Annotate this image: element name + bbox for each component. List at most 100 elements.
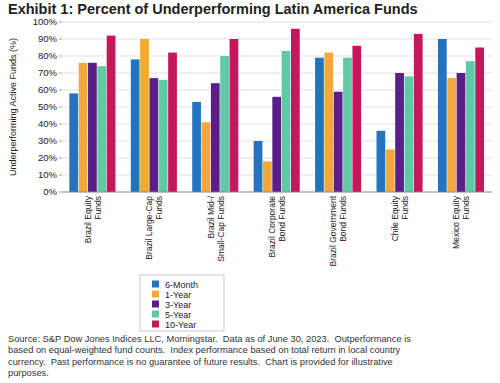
legend-label: 1-Year	[165, 290, 191, 300]
bar	[291, 29, 300, 192]
category-label-line: Brazil Government	[328, 195, 338, 266]
legend-swatch	[152, 321, 159, 328]
category-label-line: Brazil Corporate	[267, 196, 277, 258]
category-label-line: Funds	[461, 196, 471, 220]
bar	[334, 92, 343, 192]
bar	[395, 73, 404, 192]
category-label-line: Brazil Mid-/	[206, 195, 216, 238]
bar	[220, 56, 229, 192]
tick-mark	[59, 192, 62, 193]
source-note: based on equal-weighted fund counts. Ind…	[8, 345, 401, 355]
category-label-line: Mexico Equity	[451, 195, 461, 249]
tick-mark	[59, 73, 62, 74]
tick-label: 90%	[38, 33, 58, 44]
legend-label: 10-Year	[165, 320, 196, 330]
category-label: Brazil EquityFunds	[83, 195, 103, 243]
category-label-line: Bond Funds	[338, 196, 348, 242]
title: Exhibit 1: Percent of Underperforming La…	[8, 1, 418, 17]
y-axis-label: Underperforming Active Funds (%)	[8, 38, 18, 176]
tick-mark	[59, 175, 62, 176]
bar	[97, 66, 106, 192]
category-label-line: Funds	[93, 196, 103, 220]
legend-box	[140, 275, 224, 331]
source-note: currency. Past performance is no guarant…	[8, 357, 393, 367]
bars	[69, 29, 484, 192]
legend-label: 6-Month	[165, 280, 198, 290]
grid-line	[62, 192, 492, 193]
tick-label: 50%	[38, 101, 58, 112]
category-label: Chile EquityFunds	[390, 195, 410, 241]
category-label-line: Brazil Large-Cap	[144, 196, 154, 260]
bar	[282, 51, 291, 192]
bar	[69, 93, 78, 192]
grid-line	[62, 73, 492, 74]
tick-label: 30%	[38, 135, 58, 146]
bar	[405, 76, 414, 192]
category-label: Brazil Mid-/Small-Cap Funds	[206, 195, 226, 261]
bar	[343, 58, 352, 192]
x-axis	[62, 192, 492, 193]
tick-label: 40%	[38, 118, 58, 129]
tick-mark	[59, 158, 62, 159]
bar	[230, 39, 239, 192]
bar	[202, 122, 211, 192]
legend-swatch	[152, 311, 159, 318]
legend-label: 3-Year	[165, 300, 191, 310]
category-label-line: Funds	[154, 196, 164, 220]
tick-label: 20%	[38, 152, 58, 163]
grid-line	[62, 56, 492, 57]
bar	[447, 78, 456, 192]
tick-label: 60%	[38, 84, 58, 95]
grid-line	[62, 39, 492, 40]
tick-mark	[59, 56, 62, 57]
category-label: Brazil Large-CapFunds	[144, 196, 164, 260]
legend-swatch	[152, 291, 159, 298]
bar	[159, 80, 168, 192]
tick-mark	[59, 22, 62, 23]
bar	[149, 78, 158, 192]
category-label: Mexico EquityFunds	[451, 195, 471, 249]
bar	[386, 150, 395, 193]
category-label: Brazil CorporateBond Funds	[267, 196, 287, 258]
category-label-line: Chile Equity	[390, 195, 400, 241]
bar	[211, 83, 220, 192]
bar	[192, 102, 201, 192]
bar	[324, 53, 333, 192]
grid-line	[62, 22, 492, 23]
legend-label: 5-Year	[165, 310, 191, 320]
bar	[352, 46, 361, 192]
category-label-line: Brazil Equity	[83, 195, 93, 243]
tick-label: 0%	[43, 186, 57, 197]
bar	[140, 39, 149, 192]
bar	[457, 73, 466, 192]
bar	[254, 141, 263, 192]
bar	[131, 59, 140, 192]
category-label-line: Bond Funds	[277, 196, 287, 242]
bar	[466, 61, 475, 192]
bar	[438, 39, 447, 192]
bar	[88, 63, 97, 192]
tick-mark	[59, 90, 62, 91]
legend-swatch	[152, 281, 159, 288]
tick-mark	[59, 107, 62, 108]
category-label: Brazil GovernmentBond Funds	[328, 195, 348, 266]
bar	[315, 58, 324, 192]
category-label-line: Funds	[400, 196, 410, 220]
bar	[475, 48, 484, 193]
tick-label: 100%	[33, 16, 58, 27]
source-note: Source: S&P Dow Jones Indices LLC, Morni…	[8, 334, 411, 344]
bar	[377, 131, 386, 192]
tick-mark	[59, 124, 62, 125]
tick-mark	[59, 39, 62, 40]
tick-label: 70%	[38, 67, 58, 78]
tick-label: 10%	[38, 169, 58, 180]
source-note: purposes.	[8, 368, 49, 378]
category-label-line: Small-Cap Funds	[216, 196, 226, 262]
tick-mark	[59, 141, 62, 142]
bar	[107, 36, 116, 192]
legend-swatch	[152, 301, 159, 308]
bar	[414, 34, 423, 192]
tick-label: 80%	[38, 50, 58, 61]
bar	[79, 63, 88, 192]
bar	[263, 161, 272, 192]
